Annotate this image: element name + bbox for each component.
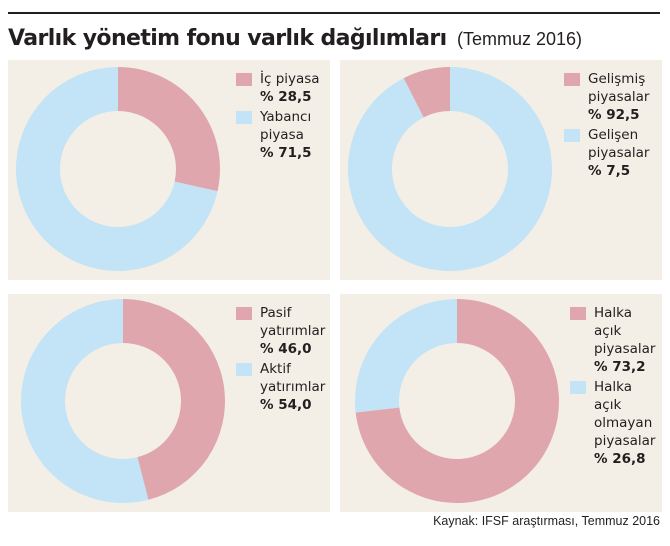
chart-title: Varlık yönetim fonu varlık dağılımları	[8, 26, 447, 51]
legend-value: % 92,5	[588, 107, 640, 123]
legend-swatch	[570, 381, 586, 394]
legend-swatch	[236, 307, 252, 320]
legend-value: % 46,0	[260, 341, 312, 357]
legend-swatch	[564, 73, 580, 86]
donut-slice-0	[118, 67, 220, 192]
legend-item: Halka açık piyasalar % 73,2	[570, 304, 660, 376]
source-note: Kaynak: IFSF araştırması, Temmuz 2016	[433, 514, 660, 528]
legend-value: % 26,8	[594, 451, 646, 467]
legend-item: Yabancı piyasa % 71,5	[236, 108, 328, 162]
donut-panel-passive-active: Pasif yatırımlar % 46,0 Aktif yatırımlar % …	[8, 294, 330, 512]
chart-legend: İç piyasa % 28,5 Yabancı piyasa % 71,5	[236, 70, 328, 164]
legend-label: Gelişmiş piyasalar	[588, 71, 650, 105]
donut-panel-public-private: Halka açık piyasalar % 73,2 Halka açık olm…	[340, 294, 662, 512]
legend-swatch	[564, 129, 580, 142]
legend-item: Pasif yatırımlar % 46,0	[236, 304, 328, 358]
chart-legend: Halka açık piyasalar % 73,2 Halka açık olm…	[570, 304, 660, 470]
legend-label: Halka açık olmayan piyasalar	[594, 379, 656, 449]
legend-value: % 73,2	[594, 359, 646, 375]
donut-chart	[348, 67, 552, 271]
donut-slice-0	[355, 299, 559, 503]
legend-item: Gelişmiş piyasalar % 92,5	[564, 70, 660, 124]
legend-item: Aktif yatırımlar % 54,0	[236, 360, 328, 414]
legend-item: İç piyasa % 28,5	[236, 70, 328, 106]
chart-subtitle: (Temmuz 2016)	[456, 29, 583, 49]
donut-panel-developed-emerging: Gelişmiş piyasalar % 92,5 Gelişen piyasala…	[340, 60, 662, 280]
chart-legend: Pasif yatırımlar % 46,0 Aktif yatırımlar % …	[236, 304, 328, 416]
legend-swatch	[236, 111, 252, 124]
legend-label: Aktif yatırımlar	[260, 361, 326, 395]
donut-slice-1	[16, 67, 218, 271]
donut-panel-domestic-foreign: İç piyasa % 28,5 Yabancı piyasa % 71,5	[8, 60, 330, 280]
legend-swatch	[236, 73, 252, 86]
legend-value: % 28,5	[260, 89, 312, 105]
legend-label: Halka açık piyasalar	[594, 305, 656, 357]
donut-slice-1	[21, 299, 149, 503]
donut-slice-1	[355, 299, 457, 413]
donut-chart	[355, 299, 559, 503]
donut-chart	[16, 67, 220, 271]
donut-slice-1	[403, 67, 450, 118]
legend-label: Yabancı piyasa	[260, 109, 312, 143]
legend-label: Gelişen piyasalar	[588, 127, 650, 161]
legend-label: Pasif yatırımlar	[260, 305, 326, 339]
donut-slice-0	[123, 299, 226, 500]
legend-value: % 54,0	[260, 397, 312, 413]
legend-value: % 71,5	[260, 145, 312, 161]
legend-swatch	[236, 363, 252, 376]
legend-swatch	[570, 307, 586, 320]
donut-slice-0	[348, 67, 552, 271]
legend-label: İç piyasa	[260, 71, 320, 87]
legend-value: % 7,5	[588, 163, 631, 179]
legend-item: Gelişen piyasalar % 7,5	[564, 126, 660, 180]
chart-legend: Gelişmiş piyasalar % 92,5 Gelişen piyasala…	[564, 70, 660, 182]
legend-item: Halka açık olmayan piyasalar % 26,8	[570, 378, 660, 468]
page-title: Varlık yönetim fonu varlık dağılımları (…	[8, 22, 582, 56]
donut-chart	[21, 299, 226, 503]
top-rule	[8, 12, 660, 14]
